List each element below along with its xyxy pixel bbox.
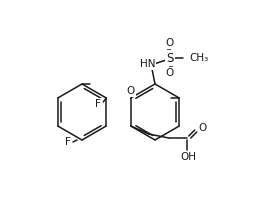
Text: CH₃: CH₃ xyxy=(189,53,208,63)
Text: O: O xyxy=(166,38,174,48)
Text: F: F xyxy=(95,99,101,109)
Text: F: F xyxy=(65,137,71,147)
Text: OH: OH xyxy=(181,152,197,162)
Text: S: S xyxy=(166,52,174,64)
Text: O: O xyxy=(166,68,174,78)
Text: HN: HN xyxy=(140,59,156,69)
Text: O: O xyxy=(127,86,135,96)
Text: O: O xyxy=(199,123,207,133)
